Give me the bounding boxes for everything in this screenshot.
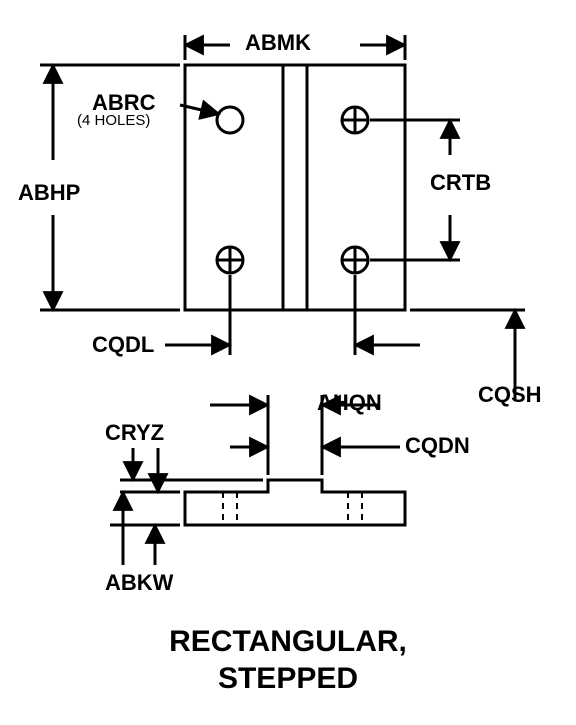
dim-cqdl bbox=[165, 275, 230, 355]
title-line2: STEPPED bbox=[0, 662, 576, 696]
top-rect bbox=[185, 65, 405, 310]
hole-cross-1 bbox=[342, 107, 368, 133]
label-abhp: ABHP bbox=[18, 180, 80, 206]
label-cqsh: CQSH bbox=[478, 382, 542, 408]
title-line1: RECTANGULAR, bbox=[0, 625, 576, 659]
hole-circle bbox=[217, 107, 243, 133]
label-cqdl: CQDL bbox=[92, 332, 154, 358]
dim-ahqn bbox=[355, 275, 420, 355]
hole-cross-3 bbox=[342, 247, 368, 273]
label-ahqn: AHQN bbox=[317, 390, 382, 416]
diagram-svg bbox=[0, 0, 576, 725]
label-cqdn: CQDN bbox=[405, 433, 470, 459]
label-abmk: ABMK bbox=[245, 30, 311, 56]
diagram-canvas: ABMK ABRC (4 HOLES) ABHP CRTB CQDL AHQN … bbox=[0, 0, 576, 725]
label-cryz: CRYZ bbox=[105, 420, 164, 446]
dim-abkw bbox=[110, 492, 180, 565]
dim-cryz bbox=[120, 448, 263, 492]
label-crtb: CRTB bbox=[430, 170, 491, 196]
side-view bbox=[185, 480, 405, 525]
label-abkw: ABKW bbox=[105, 570, 173, 596]
label-abrc-note: (4 HOLES) bbox=[77, 112, 150, 129]
hole-cross-2 bbox=[217, 247, 243, 273]
